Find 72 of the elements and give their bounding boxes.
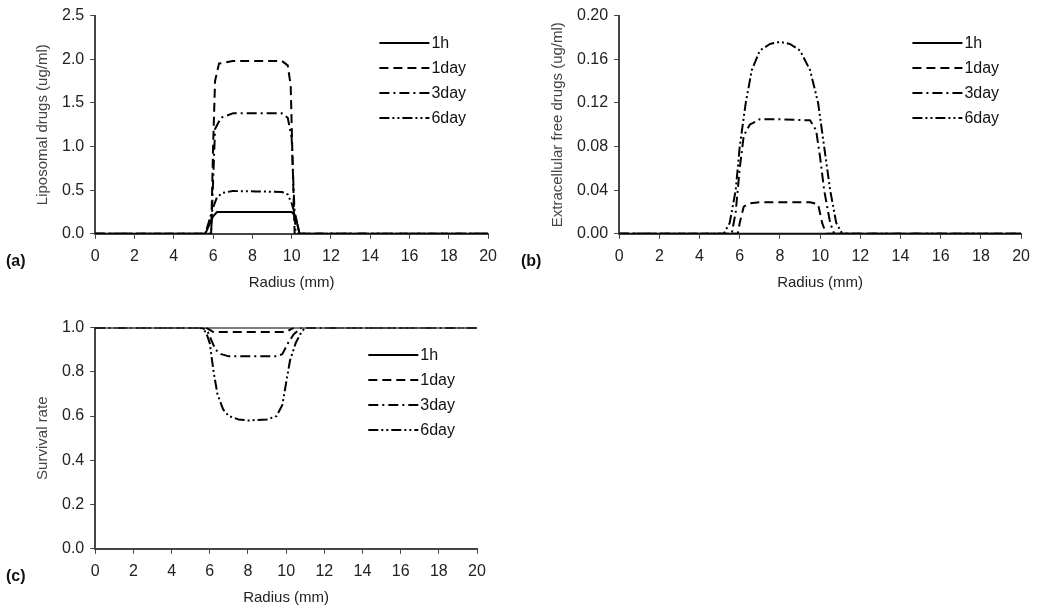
x-tick-label: 6: [208, 246, 218, 264]
x-tick-label: 16: [400, 246, 419, 264]
text: (c): [6, 567, 26, 585]
x-tick-label: 4: [167, 561, 177, 579]
legend-label: 6day: [964, 108, 1000, 126]
x-tick-label: 18: [972, 246, 990, 264]
x-tick-label: 10: [282, 246, 301, 264]
x-tick-label: 6: [205, 561, 215, 579]
x-tick-label: 20: [479, 246, 498, 264]
y-tick-label: 1.0: [61, 318, 85, 336]
x-tick-label: 8: [243, 561, 253, 579]
x-tick-label: 18: [429, 561, 448, 579]
legend-label: 1day: [420, 370, 456, 388]
x-tick-label: 20: [1012, 246, 1031, 264]
y-tick-label: 0.8: [61, 362, 85, 380]
x-tick-label: 2: [128, 561, 138, 579]
y-tick-label: 0.12: [577, 93, 609, 111]
x-tick-label: 14: [361, 246, 380, 264]
x-tick-label: 12: [315, 561, 334, 579]
x-tick-label: 10: [277, 561, 296, 579]
x-tick-label: 14: [891, 246, 910, 264]
x-tick-label: 8: [247, 246, 257, 264]
legend-label: 1h: [420, 345, 439, 363]
x-axis-title: Radius (mm): [248, 273, 335, 291]
x-tick-label: 0: [614, 246, 624, 264]
y-tick-label: 0.16: [577, 49, 609, 67]
y-axis-title: Survival rate: [33, 396, 51, 480]
x-axis-title: Radius (mm): [243, 588, 330, 606]
y-tick-label: 1.0: [61, 136, 85, 154]
y-tick-label: 0.04: [577, 180, 609, 198]
y-tick-label: 2.0: [61, 49, 85, 67]
y-tick-label: 0.08: [577, 136, 609, 154]
x-tick-label: 20: [468, 561, 486, 579]
y-axis-title: Extracellular free drugs (ug/ml): [548, 22, 566, 228]
y-tick-label: 0.0: [61, 539, 85, 557]
y-tick-label: 0.5: [61, 180, 85, 198]
x-tick-label: 14: [353, 561, 372, 579]
x-tick-label: 0: [90, 561, 100, 579]
y-tick-label: 0.00: [577, 224, 609, 242]
legend-label: 1h: [431, 33, 450, 51]
x-tick-label: 12: [322, 246, 340, 264]
x-tick-label: 4: [695, 246, 705, 264]
y-tick-label: 0.0: [61, 224, 85, 242]
legend-label: 6day: [420, 420, 456, 438]
legend-label: 3day: [431, 83, 467, 101]
y-tick-label: 2.5: [61, 6, 85, 24]
x-axis-title: Radius (mm): [777, 273, 864, 291]
y-tick-label: 1.5: [61, 93, 85, 111]
y-tick-label: 0.20: [577, 6, 609, 24]
legend-label: 1h: [964, 33, 983, 51]
y-tick-label: 0.4: [61, 450, 85, 468]
x-tick-label: 6: [735, 246, 745, 264]
x-tick-label: 16: [391, 561, 410, 579]
x-tick-label: 16: [931, 246, 950, 264]
x-tick-label: 8: [775, 246, 785, 264]
x-tick-label: 10: [811, 246, 830, 264]
y-axis-title: Liposomal drugs (ug/ml): [33, 44, 51, 206]
x-tick-label: 18: [439, 246, 458, 264]
x-tick-label: 12: [851, 246, 870, 264]
y-tick-label: 0.6: [61, 406, 85, 424]
x-tick-label: 2: [654, 246, 664, 264]
x-tick-label: 0: [90, 246, 100, 264]
y-tick-label: 0.2: [61, 494, 85, 512]
legend-label: 1day: [964, 58, 1000, 76]
legend-label: 3day: [420, 395, 456, 413]
legend-label: 6day: [431, 108, 467, 126]
x-tick-label: 2: [130, 246, 140, 264]
x-tick-label: 4: [169, 246, 179, 264]
text: (b): [521, 252, 542, 270]
text: (a): [6, 252, 26, 270]
legend-label: 1day: [431, 58, 467, 76]
legend-label: 3day: [964, 83, 1000, 101]
